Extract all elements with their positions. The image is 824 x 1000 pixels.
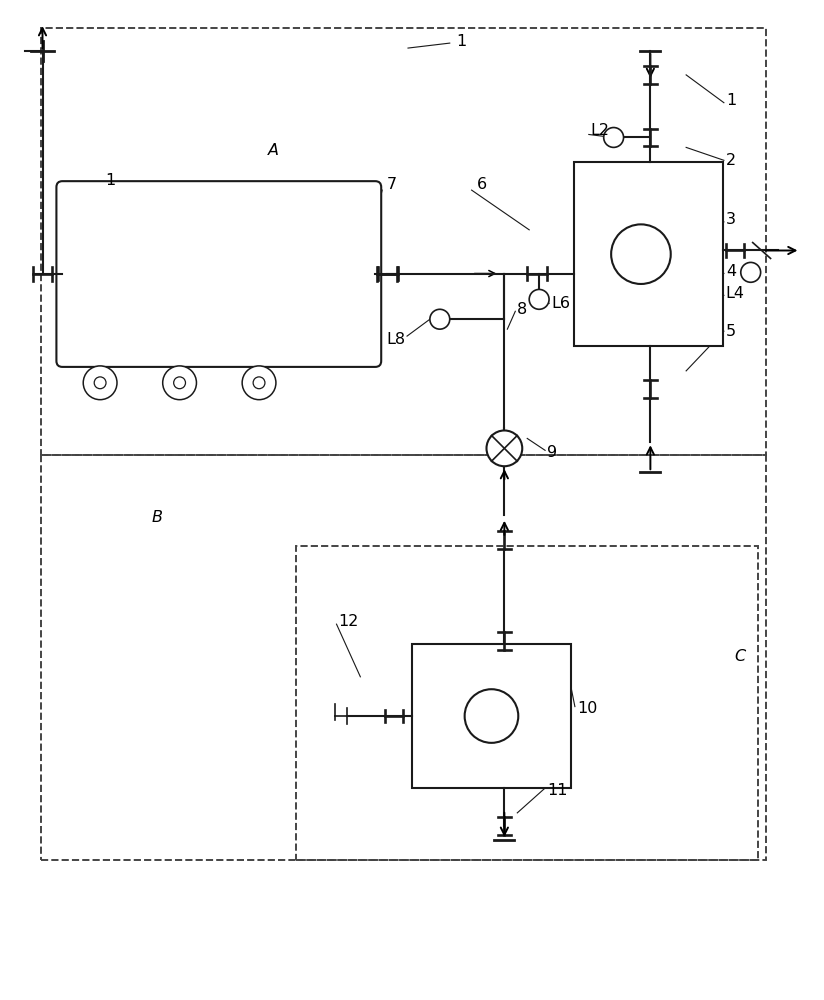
Circle shape [94, 377, 106, 389]
Text: 1: 1 [105, 173, 115, 188]
Text: 6: 6 [476, 177, 487, 192]
Bar [40, 455, 765, 860]
Circle shape [741, 262, 761, 282]
Text: 10: 10 [577, 701, 597, 716]
Text: 1: 1 [726, 93, 736, 108]
Circle shape [611, 224, 671, 284]
Text: 2: 2 [726, 153, 736, 168]
Text: 4: 4 [726, 264, 736, 279]
Text: 3: 3 [726, 212, 736, 227]
Text: 7: 7 [387, 177, 397, 192]
Text: 12: 12 [339, 614, 359, 629]
Text: B: B [152, 510, 162, 525]
Circle shape [253, 377, 265, 389]
Bar [574, 162, 723, 346]
Text: L2: L2 [591, 123, 610, 138]
Text: C: C [734, 649, 746, 664]
Circle shape [604, 128, 624, 147]
Circle shape [242, 366, 276, 400]
Bar [412, 644, 571, 788]
Text: 8: 8 [517, 302, 527, 317]
Text: 5: 5 [726, 324, 736, 339]
Text: L8: L8 [386, 332, 405, 347]
Circle shape [430, 309, 450, 329]
Circle shape [465, 689, 518, 743]
Circle shape [83, 366, 117, 400]
Text: A: A [268, 143, 279, 158]
Text: L6: L6 [551, 296, 570, 311]
Circle shape [486, 430, 522, 466]
Text: 11: 11 [547, 783, 568, 798]
Text: 9: 9 [547, 445, 557, 460]
FancyBboxPatch shape [56, 181, 382, 367]
Bar [40, 28, 765, 455]
Text: 1: 1 [456, 34, 466, 49]
Circle shape [162, 366, 196, 400]
Bar [296, 546, 757, 860]
Text: L4: L4 [726, 286, 745, 301]
Circle shape [174, 377, 185, 389]
Circle shape [529, 289, 549, 309]
